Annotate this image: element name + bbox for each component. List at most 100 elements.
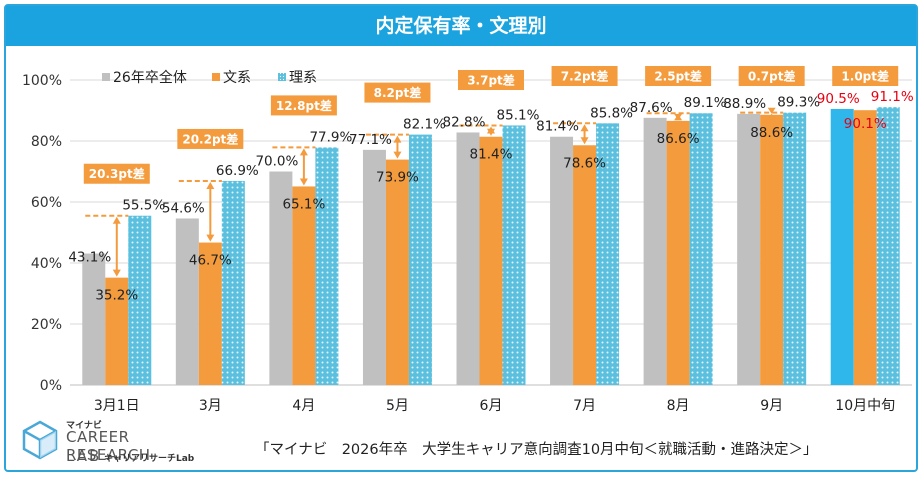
y-tick-label: 20% <box>31 317 62 333</box>
value-label-total: 81.4% <box>536 119 579 135</box>
value-label-total: 43.1% <box>68 250 111 266</box>
logo-brand: マイナビ <box>66 421 102 431</box>
value-label-bunkei: 78.6% <box>563 155 606 171</box>
x-tick-label: 4月 <box>292 398 315 414</box>
gap-box-label: 8.2pt差 <box>374 85 422 100</box>
bar-bunkei <box>292 186 316 385</box>
value-label-rikei: 91.1% <box>871 89 914 105</box>
logo: マイナビ CAREER RESEARCH LAB キャリアリサーチLab <box>18 418 208 468</box>
gap-box-label: 20.2pt差 <box>182 131 238 146</box>
x-tick-label: 10月中旬 <box>835 398 895 414</box>
gap-arrow-head-down <box>487 128 495 136</box>
value-label-bunkei: 81.4% <box>470 147 513 163</box>
gap-box <box>738 66 805 86</box>
y-tick-label: 80% <box>31 134 62 150</box>
logo-subtitle: キャリアリサーチLab <box>104 454 195 464</box>
bar-total <box>550 136 574 385</box>
bar-bunkei <box>853 110 877 385</box>
x-tick-label: 9月 <box>760 398 783 414</box>
bar-rikei <box>783 112 807 385</box>
gap-arrow-head-up <box>580 124 589 132</box>
value-label-bunkei: 46.7% <box>189 253 232 269</box>
value-label-total: 54.6% <box>162 200 205 216</box>
bar-rikei <box>876 107 900 386</box>
bar-bunkei <box>760 114 784 386</box>
gap-box-label: 2.5pt差 <box>654 69 702 84</box>
bar-bunkei <box>573 145 597 385</box>
gap-box-label: 20.3pt差 <box>89 166 145 181</box>
gap-arrow-head-down <box>393 151 402 159</box>
bar-total <box>269 171 293 385</box>
bar-rikei <box>596 123 620 385</box>
value-label-rikei: 89.3% <box>777 95 820 111</box>
bar-bunkei <box>105 277 129 385</box>
gap-arrow-head-down <box>674 113 683 120</box>
gap-box-label: 12.8pt差 <box>276 98 332 113</box>
gap-arrow-head-down <box>112 269 121 277</box>
logo-lab: LAB <box>66 447 102 465</box>
gap-arrow-head-down <box>767 107 776 114</box>
bar-bunkei <box>385 159 409 385</box>
gap-box <box>458 70 524 90</box>
value-label-bunkei: 88.6% <box>750 125 793 141</box>
x-tick-label: 5月 <box>386 398 409 414</box>
x-tick-label: 7月 <box>573 398 596 414</box>
x-tick-label: 3月 <box>199 398 222 414</box>
gap-arrow-head-down <box>580 137 589 145</box>
gap-arrow-head-up <box>206 181 215 189</box>
bar-total <box>175 218 199 385</box>
bar-rikei <box>315 147 339 385</box>
value-label-total: 90.5% <box>817 91 860 107</box>
value-label-bunkei: 65.1% <box>282 196 325 212</box>
gap-box <box>83 163 150 184</box>
bar-total <box>82 253 106 385</box>
value-label-total: 87.6% <box>630 100 673 116</box>
value-label-rikei: 66.9% <box>216 163 259 179</box>
y-tick-label: 100% <box>22 73 62 89</box>
legend-label: 文系 <box>223 70 251 86</box>
gap-box-label: 7.2pt差 <box>561 69 609 84</box>
gap-box <box>645 66 712 86</box>
x-tick-label: 8月 <box>667 398 690 414</box>
value-label-rikei: 82.1% <box>403 117 446 133</box>
cube-logo-icon <box>22 420 58 460</box>
gap-box-label: 0.7pt差 <box>748 69 796 84</box>
value-label-total: 88.9% <box>723 96 766 112</box>
gap-arrow-head-up <box>112 216 121 224</box>
gap-box <box>832 66 899 86</box>
value-label-bunkei: 73.9% <box>376 170 419 186</box>
gap-box-label: 3.7pt差 <box>467 73 515 88</box>
y-tick-label: 40% <box>31 256 62 272</box>
bar-bunkei <box>198 242 222 385</box>
value-label-total: 82.8% <box>443 114 486 130</box>
gap-arrow-head-down <box>299 178 308 186</box>
bar-rikei <box>502 125 526 385</box>
gap-arrow-head-up <box>393 135 402 143</box>
bar-total <box>362 149 386 385</box>
bar-rikei <box>689 113 713 386</box>
gap-box-label: 1.0pt差 <box>841 69 889 84</box>
bar-total <box>643 117 667 385</box>
bar-total <box>456 132 480 385</box>
value-label-rikei: 85.1% <box>497 107 540 123</box>
logo-title: CAREER RESEARCH <box>66 428 151 464</box>
bar-bunkei <box>666 120 690 386</box>
legend-swatch <box>212 73 220 81</box>
legend-swatch <box>102 73 110 81</box>
gap-box <box>270 95 337 116</box>
bar-rikei <box>221 180 245 385</box>
bar-rikei <box>128 215 152 385</box>
chart-title: 内定保有率・文理別 <box>6 6 916 46</box>
gap-arrow-head-up <box>299 148 308 156</box>
x-tick-label: 6月 <box>480 398 503 414</box>
value-label-rikei: 85.8% <box>590 105 633 121</box>
source-note: 「マイナビ 2026年卒 大学生キャリア意向調査10月中旬＜就職活動・進路決定＞… <box>255 442 818 458</box>
value-label-total: 77.1% <box>349 132 392 148</box>
value-label-bunkei: 35.2% <box>95 288 138 304</box>
legend-label: 26年卒全体 <box>113 69 187 86</box>
bar-rikei <box>408 134 432 385</box>
gap-box <box>364 82 431 103</box>
gap-arrow-head-down <box>206 234 215 242</box>
y-tick-label: 60% <box>31 195 62 211</box>
